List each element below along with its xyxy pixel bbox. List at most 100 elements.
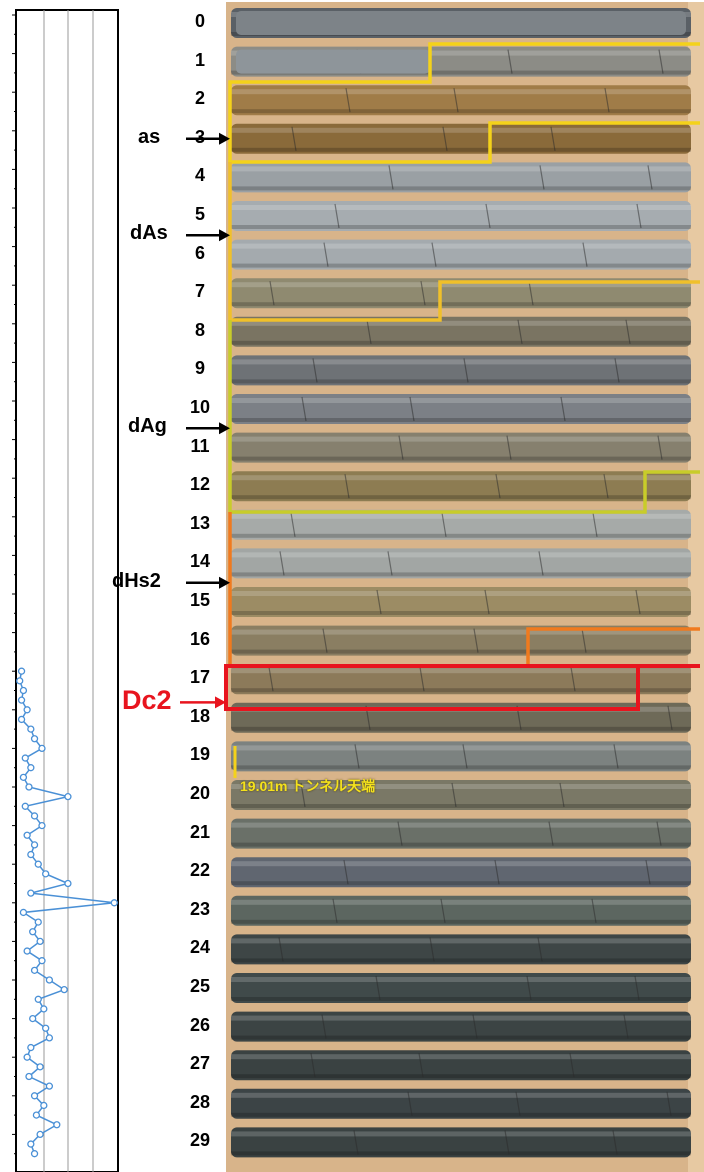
depth-label: 12 (189, 474, 211, 495)
core-fracture (656, 821, 662, 846)
plot-data-point (45, 1034, 54, 1042)
core-fracture (604, 88, 610, 113)
core-row-shade (231, 340, 691, 345)
core-fracture (301, 396, 307, 422)
unit-label: as (138, 125, 161, 148)
core-fracture (485, 203, 491, 229)
depth-label: 17 (189, 667, 211, 688)
core-fracture (345, 88, 351, 113)
core-row (231, 857, 691, 888)
core-fracture (526, 975, 532, 1001)
core-row (231, 316, 691, 347)
core-row-highlight (231, 668, 691, 674)
core-box-side-rail (688, 2, 704, 1172)
core-fracture (431, 242, 437, 267)
core-fracture (473, 628, 479, 653)
depth-label: 6 (194, 242, 205, 263)
plot-data-point (25, 783, 33, 791)
depth-label: 25 (189, 976, 211, 996)
core-fracture (451, 782, 457, 808)
depth-label: 5 (194, 204, 205, 224)
core-row-highlight (231, 320, 691, 326)
core-fracture (537, 937, 543, 962)
plot-data-point (64, 879, 72, 888)
plot-data-point (30, 966, 39, 974)
plot-data-point (36, 1063, 44, 1071)
depth-label: 20 (189, 783, 211, 803)
core-row (231, 741, 691, 772)
plot-data-point (21, 802, 29, 810)
core-fracture (388, 165, 394, 190)
core-fracture (290, 512, 296, 537)
as-boundary (228, 42, 700, 164)
plot-data-point (38, 957, 46, 965)
core-fracture (528, 281, 534, 306)
core-fracture (343, 860, 349, 885)
core-row-shade (231, 765, 691, 770)
core-fracture (310, 1053, 316, 1078)
unit-arrowhead (219, 422, 230, 435)
plot-data-point (27, 725, 35, 733)
core-fracture (517, 319, 523, 344)
core-fracture (387, 551, 393, 576)
plot-data-point (29, 928, 37, 936)
depth-label: 8 (194, 319, 205, 340)
core-fracture (291, 126, 297, 151)
core-row (231, 895, 691, 926)
core-row (231, 1088, 691, 1119)
plot-data-point (45, 1082, 54, 1090)
core-row-shade (231, 418, 691, 422)
core-row-shade (231, 1151, 691, 1156)
core-row-highlight (231, 861, 691, 867)
plot-data-point (29, 1014, 37, 1023)
core-row-shade (231, 147, 691, 152)
plot-data-point (40, 1005, 48, 1013)
core-fracture (645, 860, 651, 885)
core-row-highlight (231, 745, 691, 751)
core-row (231, 162, 691, 193)
depth-label: 2 (194, 88, 205, 109)
core-fracture (279, 551, 285, 576)
core-row-shade (231, 225, 691, 229)
plot-data-point (16, 677, 24, 685)
core-fracture (375, 975, 381, 1001)
core-fracture (332, 898, 338, 923)
core-row-shade (231, 533, 691, 538)
core-fracture (354, 744, 360, 769)
core-row-shade (231, 1074, 691, 1079)
plot-data-point (30, 841, 39, 849)
core-fracture (495, 474, 501, 499)
core-fracture (581, 628, 587, 653)
core-fracture (657, 435, 663, 460)
plot-frame (15, 9, 119, 1172)
core-row-shade (231, 456, 691, 461)
core-fracture (268, 667, 274, 692)
core-fracture (397, 821, 403, 846)
unit-label: Dc2 (122, 685, 172, 716)
core-fracture (420, 281, 426, 306)
core-row-shade (231, 495, 691, 500)
core-fracture (559, 782, 565, 808)
core-row (231, 625, 691, 656)
depth-label: 9 (194, 358, 205, 379)
core-row (231, 587, 691, 617)
plot-data-point (17, 715, 26, 724)
depth-label: 3 (194, 126, 205, 147)
plot-data-point (17, 696, 26, 704)
plot-data-point (32, 1111, 41, 1119)
core-fracture (334, 203, 340, 229)
unit-arrowhead (219, 229, 230, 242)
core-row (231, 394, 691, 424)
core-row-shade (231, 688, 691, 693)
plot-data-point (30, 812, 39, 820)
core-fracture (407, 1091, 413, 1116)
core-row-shade (231, 919, 691, 924)
tunnel-crown-note: 19.01m トンネル天端 (240, 778, 376, 794)
core-fracture (463, 358, 469, 383)
core-row (231, 780, 691, 810)
depth-label: 16 (189, 628, 211, 649)
core-fracture (398, 435, 404, 460)
core-row-shade (231, 186, 691, 191)
core-fracture (440, 898, 446, 923)
